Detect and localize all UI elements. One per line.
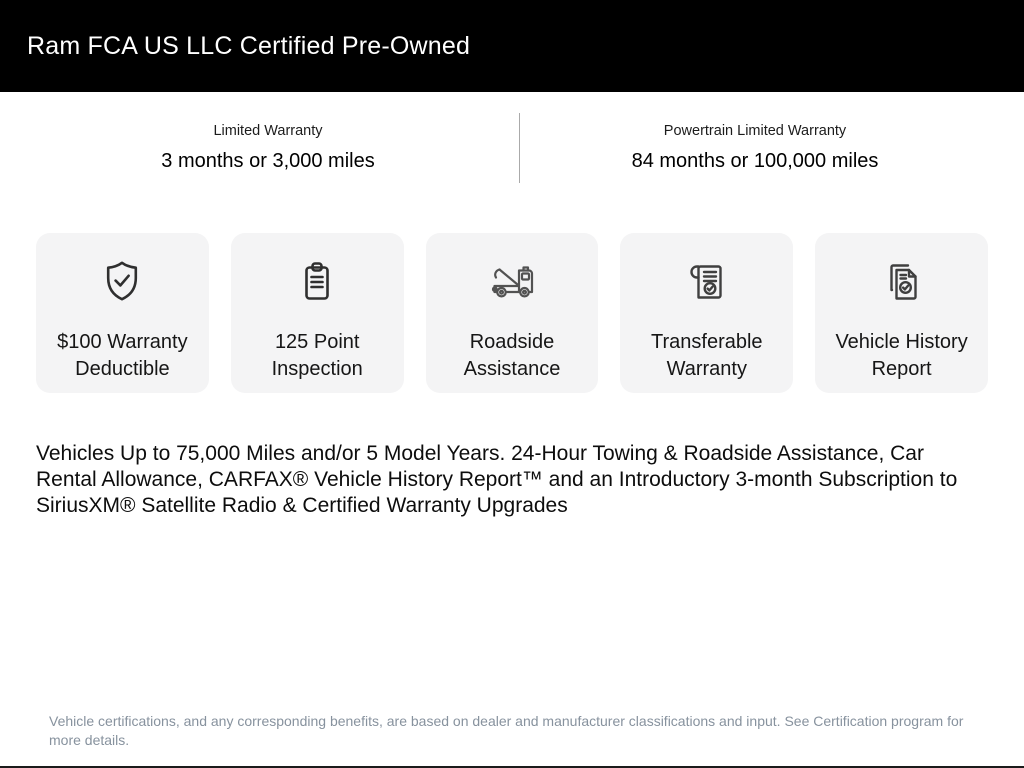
limited-warranty-summary: Limited Warranty 3 months or 3,000 miles bbox=[48, 122, 488, 174]
certification-disclaimer: Vehicle certifications, and any correspo… bbox=[49, 713, 964, 748]
powertrain-warranty-summary: Powertrain Limited Warranty 84 months or… bbox=[535, 122, 975, 174]
card-label: Transferable Warranty bbox=[651, 331, 763, 380]
shield-check-icon bbox=[98, 257, 146, 305]
warranty-divider bbox=[519, 113, 520, 183]
card-point-inspection: 125 Point Inspection bbox=[230, 233, 404, 393]
card-vehicle-history: Vehicle History Report bbox=[815, 233, 988, 393]
benefit-card-row: $100 Warranty Deductible 125 Point Inspe… bbox=[36, 233, 988, 393]
limited-warranty-value: 3 months or 3,000 miles bbox=[161, 150, 375, 172]
tow-truck-icon bbox=[488, 257, 536, 305]
page-title: Ram FCA US LLC Certified Pre-Owned bbox=[27, 31, 471, 60]
card-label: 125 Point Inspection bbox=[271, 331, 363, 380]
limited-warranty-label: Limited Warranty bbox=[213, 123, 323, 139]
bottom-edge-divider bbox=[0, 766, 1024, 768]
card-roadside-assistance: Roadside Assistance bbox=[425, 233, 599, 393]
card-label: Vehicle History Report bbox=[835, 331, 968, 380]
powertrain-warranty-label: Powertrain Limited Warranty bbox=[663, 123, 847, 139]
card-warranty-deductible: $100 Warranty Deductible bbox=[36, 233, 209, 393]
card-transferable-warranty: Transferable Warranty bbox=[620, 233, 794, 393]
card-label: Roadside Assistance bbox=[463, 331, 561, 380]
header-bar: Ram FCA US LLC Certified Pre-Owned bbox=[0, 0, 1024, 92]
warranty-scroll-check-icon bbox=[683, 257, 731, 305]
card-label: $100 Warranty Deductible bbox=[57, 331, 188, 380]
powertrain-warranty-value: 84 months or 100,000 miles bbox=[631, 150, 879, 172]
documents-check-icon bbox=[878, 257, 926, 305]
program-description: Vehicles Up to 75,000 Miles and/or 5 Mod… bbox=[36, 442, 958, 517]
clipboard-checklist-icon bbox=[293, 257, 341, 305]
